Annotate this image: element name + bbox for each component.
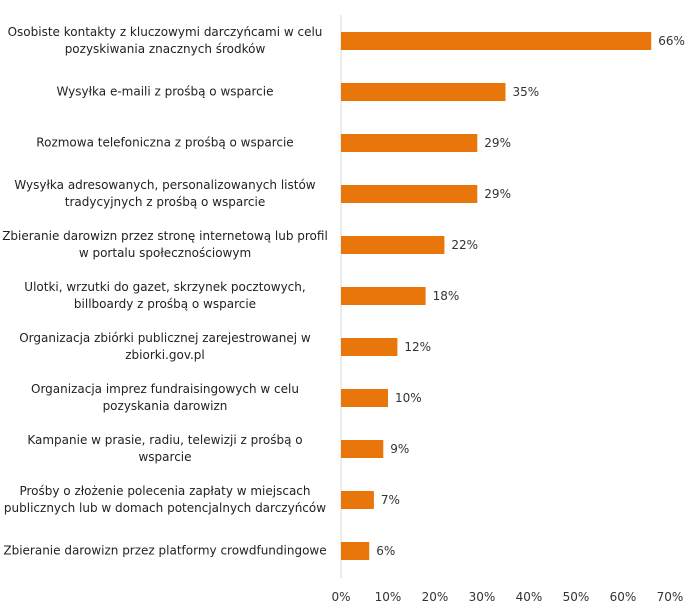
data-label: 66% <box>658 34 685 48</box>
bar <box>341 185 478 203</box>
bar <box>341 236 445 254</box>
category-label: Wysyłka adresowanych, personalizowanych … <box>14 178 316 209</box>
category-label: Rozmowa telefoniczna z prośbą o wsparcie <box>36 135 294 150</box>
category-label: Kampanie w prasie, radiu, telewizji z pr… <box>27 433 303 464</box>
bar <box>341 83 506 101</box>
data-label: 10% <box>395 391 422 405</box>
x-tick-label: 40% <box>516 590 543 604</box>
bar <box>341 287 426 305</box>
category-label: Organizacja zbiórki publicznej zarejestr… <box>19 331 311 362</box>
bar <box>341 338 398 356</box>
data-label: 9% <box>390 442 409 456</box>
category-label: Wysyłka e-maili z prośbą o wsparcie <box>56 84 274 99</box>
bar <box>341 440 384 458</box>
x-tick-label: 50% <box>563 590 590 604</box>
category-label: Osobiste kontakty z kluczowymi darczyńca… <box>7 25 323 56</box>
x-tick-label: 60% <box>610 590 637 604</box>
x-tick-label: 30% <box>469 590 496 604</box>
data-label: 7% <box>381 493 400 507</box>
bar <box>341 491 374 509</box>
x-tick-label: 10% <box>375 590 402 604</box>
data-label: 18% <box>433 289 460 303</box>
x-tick-label: 20% <box>422 590 449 604</box>
category-label: Zbieranie darowizn przez stronę internet… <box>2 229 328 260</box>
data-label: 29% <box>484 136 511 150</box>
bar <box>341 134 478 152</box>
data-label: 22% <box>451 238 478 252</box>
category-label: Zbieranie darowizn przez platformy crowd… <box>3 543 327 558</box>
bar <box>341 542 370 560</box>
x-tick-label: 70% <box>657 590 684 604</box>
data-label: 12% <box>404 340 431 354</box>
x-tick-label: 0% <box>331 590 350 604</box>
bar <box>341 389 388 407</box>
data-label: 6% <box>376 544 395 558</box>
category-label: Organizacja imprez fundraisingowych w ce… <box>31 382 299 413</box>
bar <box>341 32 652 50</box>
category-label: Ulotki, wrzutki do gazet, skrzynek poczt… <box>24 280 306 311</box>
category-label: Prośby o złożenie polecenia zapłaty w mi… <box>3 484 327 515</box>
data-label: 35% <box>513 85 540 99</box>
data-label: 29% <box>484 187 511 201</box>
